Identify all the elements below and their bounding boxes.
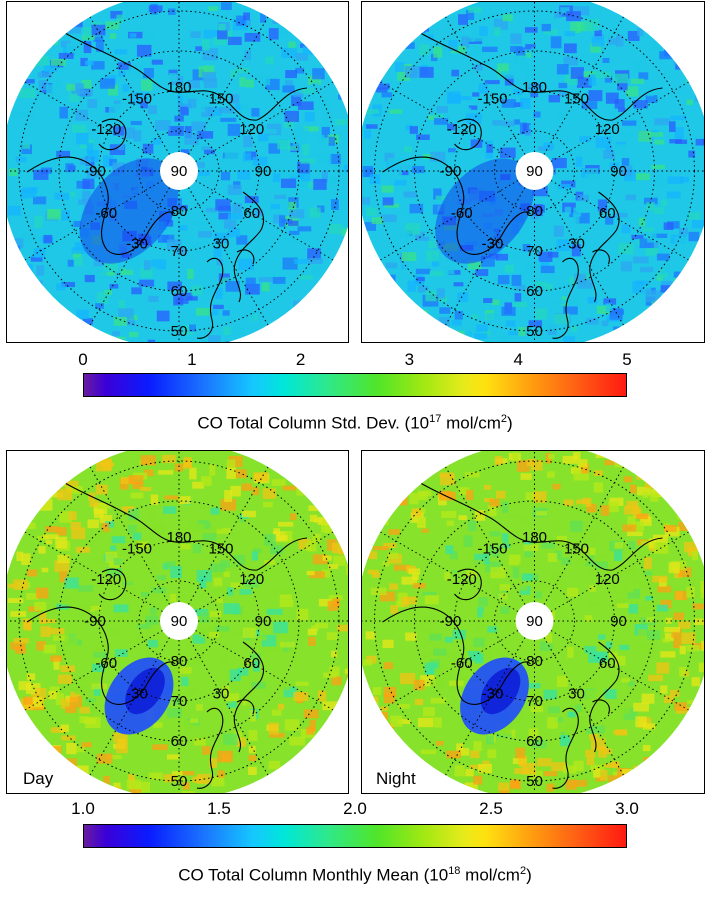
longitude-label: 90 — [610, 163, 627, 180]
longitude-label: -60 — [451, 655, 473, 672]
longitude-label: 180 — [166, 79, 191, 96]
latitude-label: 90 — [526, 613, 543, 630]
day-label: Day — [23, 769, 54, 788]
mean-colorbar-tick: 3.0 — [615, 799, 639, 818]
longitude-label: -60 — [451, 205, 473, 222]
latitude-label: 60 — [171, 733, 188, 750]
longitude-label: 60 — [243, 655, 260, 672]
std-colorbar-label: CO Total Column Std. Dev. (1017 mol/cm2) — [197, 413, 513, 433]
longitude-label: 120 — [595, 571, 620, 588]
std-colorbar-tick: 2 — [295, 350, 306, 369]
longitude-label: -150 — [122, 540, 152, 557]
latitude-label: 70 — [526, 693, 543, 710]
mean-colorbar-tick: 1.5 — [207, 799, 231, 818]
longitude-label: 180 — [522, 79, 547, 96]
latitude-label: 90 — [171, 613, 188, 630]
longitude-label: -120 — [447, 571, 477, 588]
latitude-label: 80 — [526, 653, 543, 670]
longitude-label: 150 — [208, 90, 233, 107]
longitude-label: -120 — [91, 571, 121, 588]
std-colorbar-gradient — [83, 373, 627, 397]
std-colorbar-tick: 0 — [78, 350, 88, 369]
mean-colorbar: 1.0 1.5 2.0 2.5 3.0 CO Total Column Mont… — [71, 799, 639, 894]
latitude-label: 50 — [171, 773, 188, 790]
std-colorbar-tick: 3 — [404, 350, 415, 369]
latitude-label: 80 — [526, 203, 543, 220]
latitude-label: 50 — [171, 323, 188, 340]
longitude-label: -150 — [477, 90, 507, 107]
longitude-label: 30 — [568, 236, 585, 253]
longitude-label: 120 — [239, 121, 264, 138]
longitude-label: 180 — [522, 529, 547, 546]
mean-colorbar-tick: 2.0 — [343, 799, 367, 818]
latitude-label: 60 — [171, 283, 188, 300]
mean-night-map-panel: 180 -150 150 -120 120 -90 90 -60 60 -30 30 90 80 70 60… — [361, 450, 705, 794]
longitude-label: 90 — [255, 613, 272, 630]
mean-colorbar-ticks: 1.0 1.5 2.0 2.5 3.0 — [71, 799, 639, 823]
longitude-label: 180 — [166, 529, 191, 546]
latitude-label: 60 — [526, 733, 543, 750]
longitude-label: 120 — [239, 571, 264, 588]
mean-colorbar-tick: 2.5 — [479, 799, 503, 818]
longitude-label: 90 — [610, 613, 627, 630]
longitude-label: 30 — [213, 686, 230, 703]
latitude-label: 80 — [171, 203, 188, 220]
mean-night-polar-map: 180 -150 150 -120 120 -90 90 -60 60 -30 30 90 80 70 60… — [362, 451, 704, 793]
mean-colorbar-gradient — [83, 824, 627, 848]
mean-day-map-panel: 180 -150 150 -120 120 -90 90 -60 60 -30 30 90 80 70 60… — [6, 450, 349, 794]
longitude-label: 150 — [208, 540, 233, 557]
longitude-label: 60 — [243, 205, 260, 222]
longitude-label: -120 — [91, 121, 121, 138]
std-day-polar-map: 180 -150 150 -120 120 -90 90 -60 60 -30 30 90 80 70 60… — [7, 2, 348, 342]
std-night-polar-map: 180 -150 150 -120 120 -90 90 -60 60 -30 30 90 80 70 60… — [362, 2, 704, 342]
latitude-label: 70 — [171, 243, 188, 260]
longitude-label: 30 — [568, 686, 585, 703]
longitude-label: 120 — [595, 121, 620, 138]
latitude-label: 50 — [526, 323, 543, 340]
longitude-label: -30 — [482, 236, 504, 253]
latitude-label: 50 — [526, 773, 543, 790]
latitude-label: 80 — [171, 653, 188, 670]
longitude-label: -90 — [440, 613, 462, 630]
std-colorbar: 0 1 2 3 4 5 CO Total Column Std. Dev. (1… — [78, 350, 631, 440]
latitude-label: 60 — [526, 283, 543, 300]
longitude-label: -30 — [126, 686, 148, 703]
longitude-label: -150 — [477, 540, 507, 557]
longitude-label: -90 — [84, 613, 106, 630]
longitude-label: -150 — [122, 90, 152, 107]
longitude-label: -120 — [447, 121, 477, 138]
std-colorbar-tick: 5 — [622, 350, 632, 369]
longitude-label: -60 — [95, 205, 117, 222]
longitude-label: 60 — [599, 655, 616, 672]
night-label: Night — [376, 769, 416, 788]
mean-colorbar-label: CO Total Column Monthly Mean (1018 mol/c… — [178, 865, 532, 885]
longitude-label: 60 — [599, 205, 616, 222]
longitude-label: -90 — [440, 163, 462, 180]
longitude-label: -60 — [95, 655, 117, 672]
longitude-label: 30 — [213, 236, 230, 253]
mean-day-polar-map: 180 -150 150 -120 120 -90 90 -60 60 -30 30 90 80 70 60… — [7, 451, 348, 793]
longitude-label: -90 — [84, 163, 106, 180]
latitude-label: 90 — [526, 163, 543, 180]
std-day-map-panel: 180 -150 150 -120 120 -90 90 -60 60 -30 30 90 80 70 60… — [6, 1, 349, 343]
latitude-label: 90 — [171, 163, 188, 180]
longitude-label: 150 — [564, 540, 589, 557]
longitude-label: -30 — [482, 686, 504, 703]
longitude-label: -30 — [126, 236, 148, 253]
std-colorbar-tick: 1 — [187, 350, 197, 369]
longitude-label: 150 — [564, 90, 589, 107]
mean-colorbar-tick: 1.0 — [71, 799, 95, 818]
std-colorbar-tick: 4 — [513, 350, 523, 369]
latitude-label: 70 — [171, 693, 188, 710]
std-night-map-panel: 180 -150 150 -120 120 -90 90 -60 60 -30 30 90 80 70 60… — [361, 1, 705, 343]
std-colorbar-ticks: 0 1 2 3 4 5 — [78, 350, 631, 374]
latitude-label: 70 — [526, 243, 543, 260]
longitude-label: 90 — [255, 163, 272, 180]
